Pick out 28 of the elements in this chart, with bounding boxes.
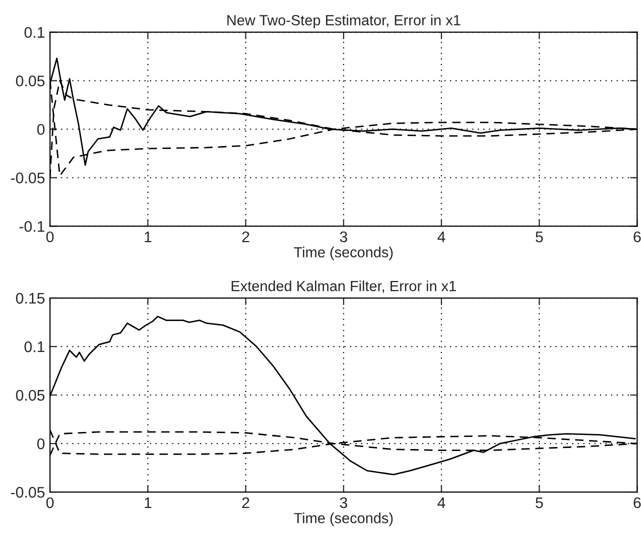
x-tick-label: 4 — [438, 497, 446, 508]
y-tick-label: 0 — [37, 124, 45, 135]
x-tick-label: 3 — [340, 497, 348, 508]
x-tick-label: 4 — [438, 232, 446, 242]
x-tick-label: 2 — [242, 231, 250, 242]
y-tick-label: 0.1 — [24, 341, 44, 352]
x-tick-label: 0 — [46, 231, 54, 242]
y-tick-label: 0 — [37, 438, 45, 450]
x-tick-label: 3 — [340, 231, 348, 242]
chart-title: Extended Kalman Filter, Error in x1 — [232, 280, 456, 293]
x-tick-label: 5 — [536, 232, 543, 242]
y-tick-label: 0.1 — [24, 27, 44, 38]
x-axis-title: Time (seconds) — [294, 246, 393, 260]
chart-title: New Two-Step Estimator, Error in x1 — [227, 14, 460, 28]
y-tick-label: -0.05 — [10, 172, 44, 184]
x-tick-label: 1 — [144, 497, 152, 508]
y-tick-label: 0.05 — [16, 390, 44, 401]
y-tick-label: 0.15 — [16, 292, 44, 304]
x-tick-label: 6 — [634, 497, 641, 508]
y-tick-label: -0.1 — [19, 221, 44, 232]
x-tick-label: 2 — [242, 497, 250, 508]
x-tick-label: 0 — [46, 497, 54, 508]
x-tick-label: 1 — [144, 232, 152, 242]
x-tick-label: 5 — [536, 497, 543, 508]
x-tick-label: 6 — [634, 231, 641, 242]
x-axis-title: Time (seconds) — [294, 512, 393, 526]
y-tick-label: -0.05 — [10, 486, 44, 498]
y-tick-label: 0.05 — [16, 76, 44, 86]
